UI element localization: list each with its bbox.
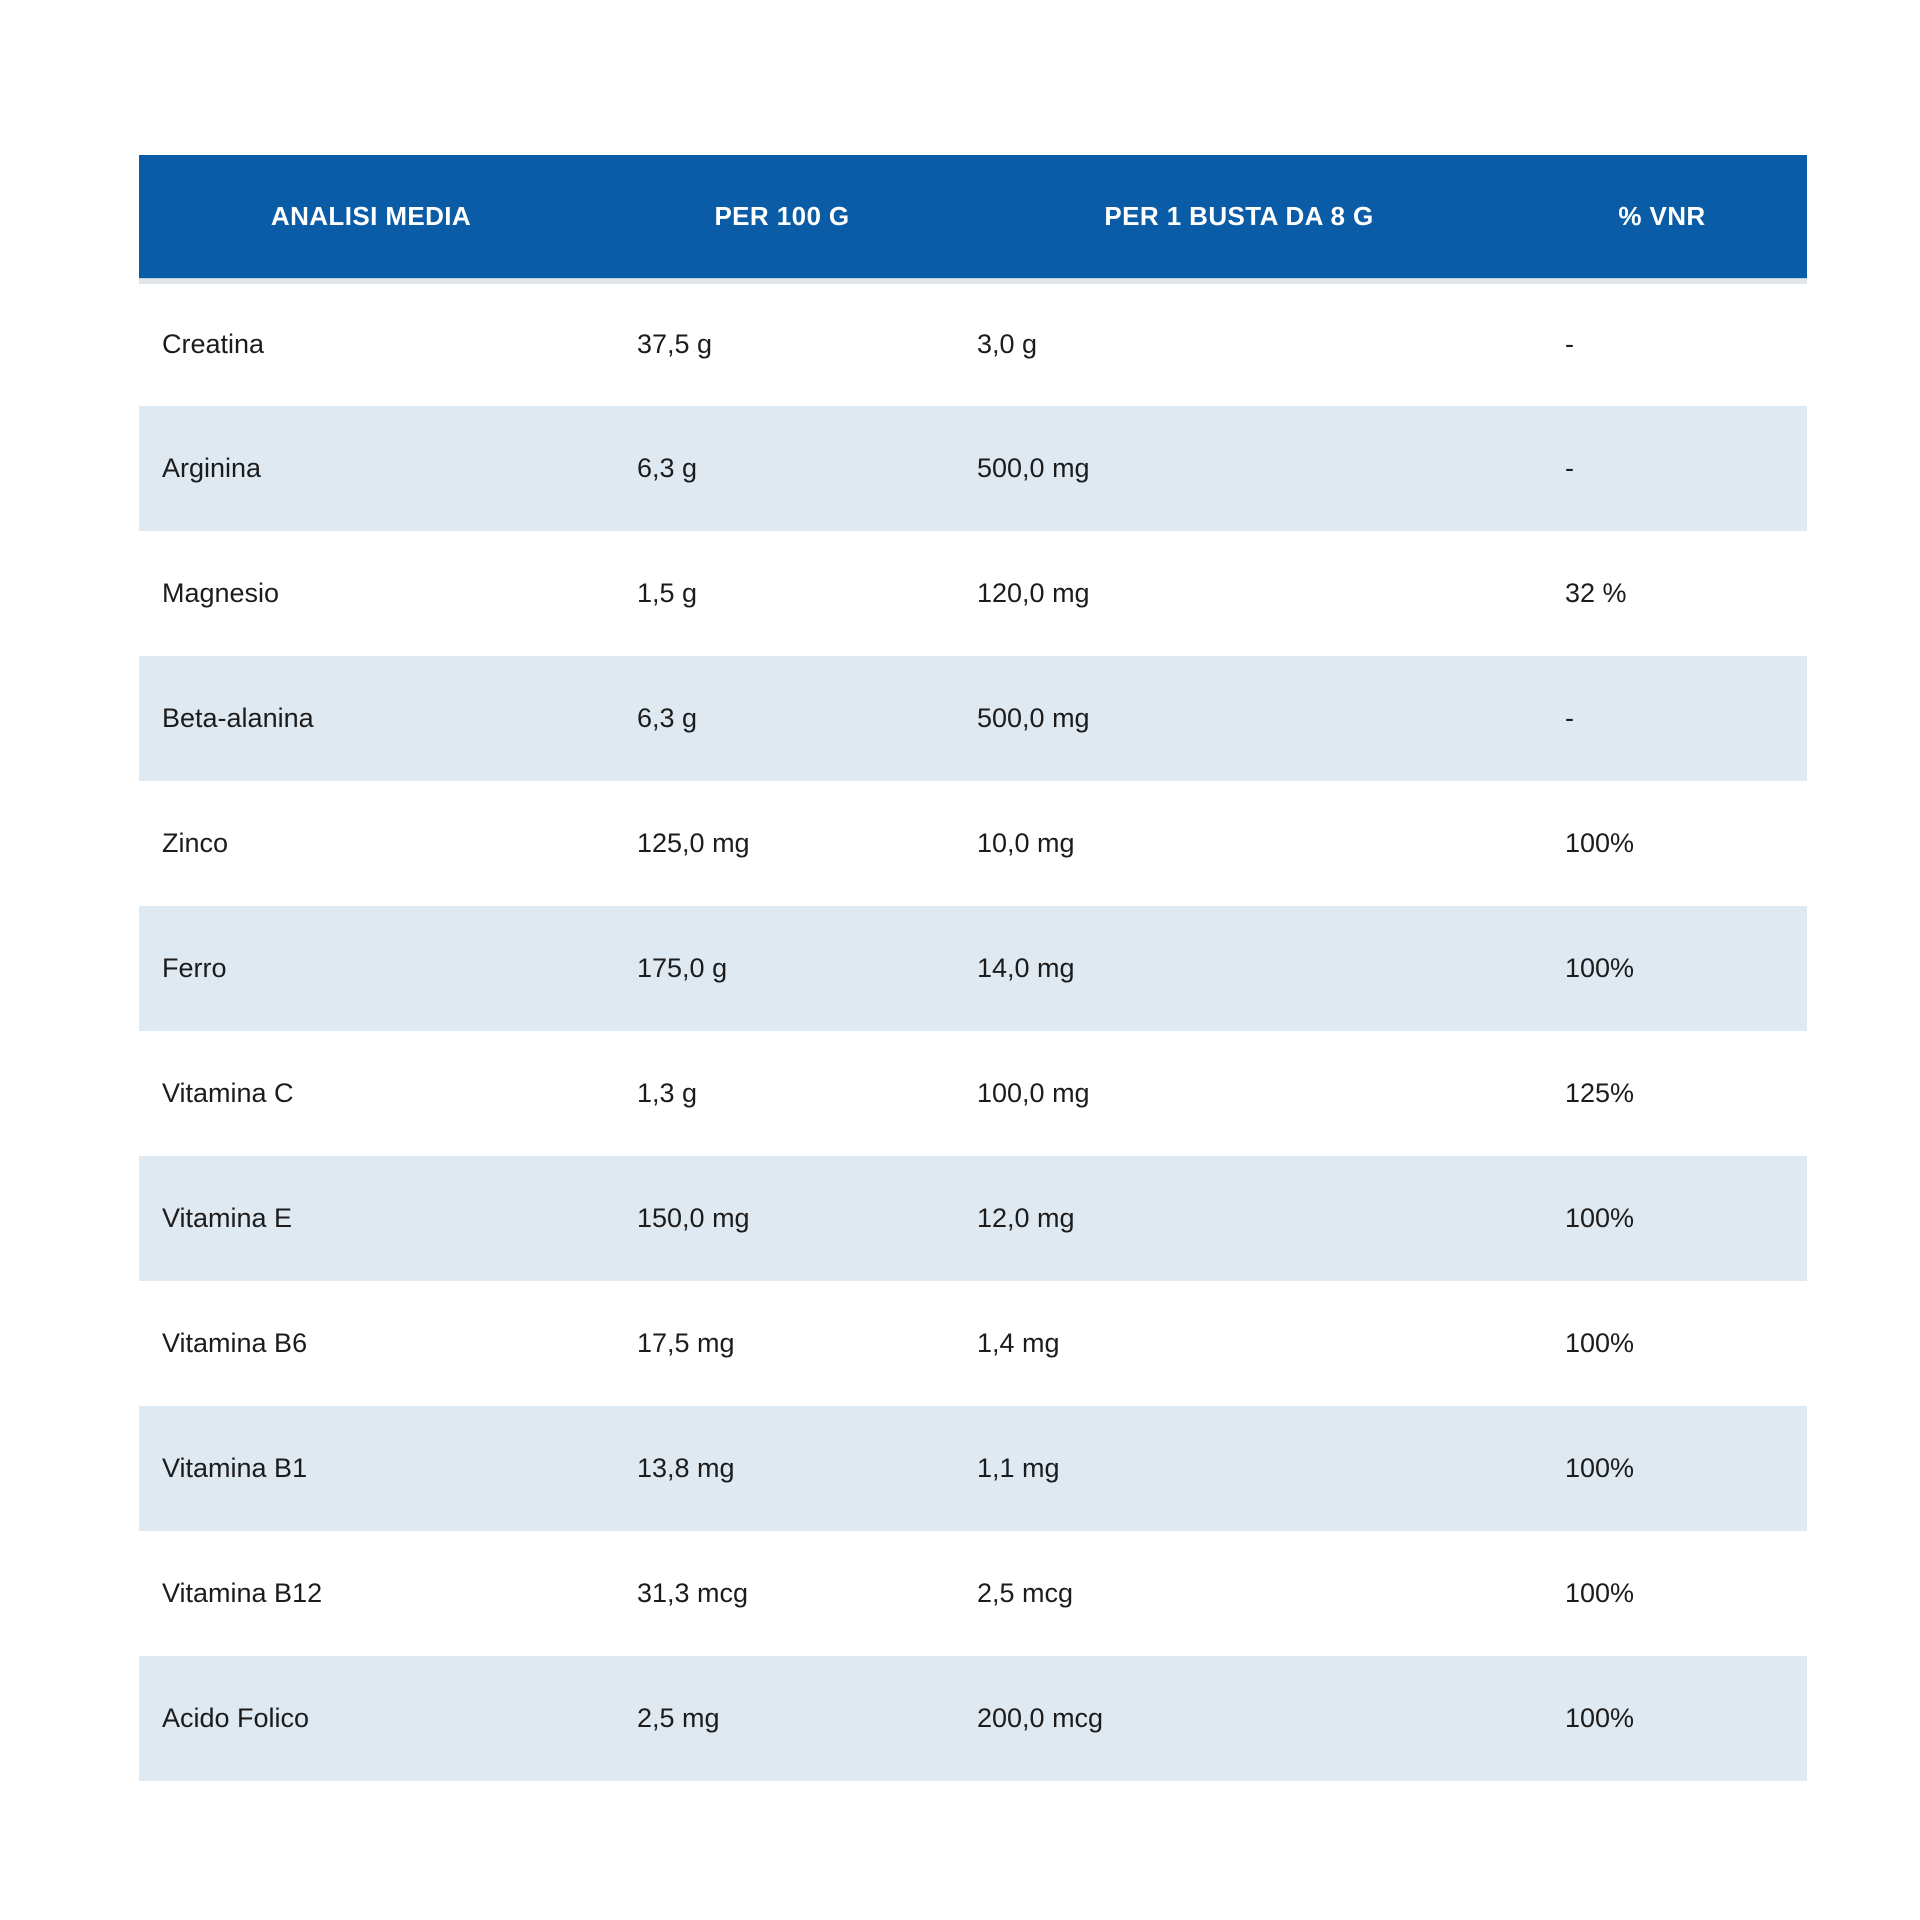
nutrient-name-cell: Zinco: [139, 781, 603, 906]
vnr-cell: 32 %: [1517, 531, 1807, 656]
per-busta-cell: 2,5 mcg: [961, 1531, 1517, 1656]
table-row: Vitamina B6 17,5 mg 1,4 mg 100%: [139, 1281, 1807, 1406]
per-busta-cell: 120,0 mg: [961, 531, 1517, 656]
col-header-vnr: % VNR: [1517, 155, 1807, 284]
per-100g-cell: 2,5 mg: [603, 1656, 961, 1781]
vnr-cell: 100%: [1517, 1656, 1807, 1781]
vnr-cell: -: [1517, 656, 1807, 781]
nutrient-name-cell: Vitamina B6: [139, 1281, 603, 1406]
per-busta-cell: 100,0 mg: [961, 1031, 1517, 1156]
vnr-cell: 125%: [1517, 1031, 1807, 1156]
per-100g-cell: 13,8 mg: [603, 1406, 961, 1531]
vnr-cell: 100%: [1517, 1406, 1807, 1531]
nutrient-name-cell: Beta-alanina: [139, 656, 603, 781]
per-100g-cell: 37,5 g: [603, 281, 961, 406]
per-100g-cell: 175,0 g: [603, 906, 961, 1031]
nutrient-name-cell: Vitamina E: [139, 1156, 603, 1281]
vnr-cell: 100%: [1517, 781, 1807, 906]
per-busta-cell: 12,0 mg: [961, 1156, 1517, 1281]
nutrient-name-cell: Creatina: [139, 281, 603, 406]
table-row: Vitamina E 150,0 mg 12,0 mg 100%: [139, 1156, 1807, 1281]
nutrient-name-cell: Arginina: [139, 406, 603, 531]
col-header-analisi-media: ANALISI MEDIA: [139, 155, 603, 284]
table-row: Vitamina C 1,3 g 100,0 mg 125%: [139, 1031, 1807, 1156]
per-100g-cell: 150,0 mg: [603, 1156, 961, 1281]
per-100g-cell: 1,3 g: [603, 1031, 961, 1156]
table-row: Creatina 37,5 g 3,0 g -: [139, 281, 1807, 406]
per-busta-cell: 500,0 mg: [961, 406, 1517, 531]
vnr-cell: -: [1517, 406, 1807, 531]
per-busta-cell: 200,0 mcg: [961, 1656, 1517, 1781]
per-busta-cell: 1,4 mg: [961, 1281, 1517, 1406]
table-header: ANALISI MEDIA PER 100 G PER 1 BUSTA DA 8…: [139, 155, 1807, 284]
col-header-per-busta: PER 1 BUSTA DA 8 G: [961, 155, 1517, 284]
nutrient-name-cell: Magnesio: [139, 531, 603, 656]
vnr-cell: 100%: [1517, 1281, 1807, 1406]
col-header-per-100g: PER 100 G: [603, 155, 961, 284]
table-row: Vitamina B1 13,8 mg 1,1 mg 100%: [139, 1406, 1807, 1531]
per-100g-cell: 6,3 g: [603, 656, 961, 781]
table-row: Acido Folico 2,5 mg 200,0 mcg 100%: [139, 1656, 1807, 1781]
vnr-cell: 100%: [1517, 906, 1807, 1031]
per-busta-cell: 10,0 mg: [961, 781, 1517, 906]
vnr-cell: -: [1517, 281, 1807, 406]
table-row: Arginina 6,3 g 500,0 mg -: [139, 406, 1807, 531]
table-row: Vitamina B12 31,3 mcg 2,5 mcg 100%: [139, 1531, 1807, 1656]
nutrition-table-section: ANALISI MEDIA PER 100 G PER 1 BUSTA DA 8…: [139, 155, 1807, 1781]
nutrient-name-cell: Acido Folico: [139, 1656, 603, 1781]
table-row: Magnesio 1,5 g 120,0 mg 32 %: [139, 531, 1807, 656]
vnr-cell: 100%: [1517, 1156, 1807, 1281]
table-body: Creatina 37,5 g 3,0 g - Arginina 6,3 g 5…: [139, 281, 1807, 1781]
nutrition-facts-table: ANALISI MEDIA PER 100 G PER 1 BUSTA DA 8…: [139, 155, 1807, 1781]
per-100g-cell: 31,3 mcg: [603, 1531, 961, 1656]
table-row: Beta-alanina 6,3 g 500,0 mg -: [139, 656, 1807, 781]
per-100g-cell: 6,3 g: [603, 406, 961, 531]
per-busta-cell: 3,0 g: [961, 281, 1517, 406]
nutrient-name-cell: Vitamina B1: [139, 1406, 603, 1531]
nutrient-name-cell: Ferro: [139, 906, 603, 1031]
per-busta-cell: 1,1 mg: [961, 1406, 1517, 1531]
nutrient-name-cell: Vitamina C: [139, 1031, 603, 1156]
table-row: Zinco 125,0 mg 10,0 mg 100%: [139, 781, 1807, 906]
per-100g-cell: 1,5 g: [603, 531, 961, 656]
per-100g-cell: 125,0 mg: [603, 781, 961, 906]
per-100g-cell: 17,5 mg: [603, 1281, 961, 1406]
per-busta-cell: 14,0 mg: [961, 906, 1517, 1031]
vnr-cell: 100%: [1517, 1531, 1807, 1656]
per-busta-cell: 500,0 mg: [961, 656, 1517, 781]
nutrient-name-cell: Vitamina B12: [139, 1531, 603, 1656]
header-row: ANALISI MEDIA PER 100 G PER 1 BUSTA DA 8…: [139, 155, 1807, 284]
table-row: Ferro 175,0 g 14,0 mg 100%: [139, 906, 1807, 1031]
